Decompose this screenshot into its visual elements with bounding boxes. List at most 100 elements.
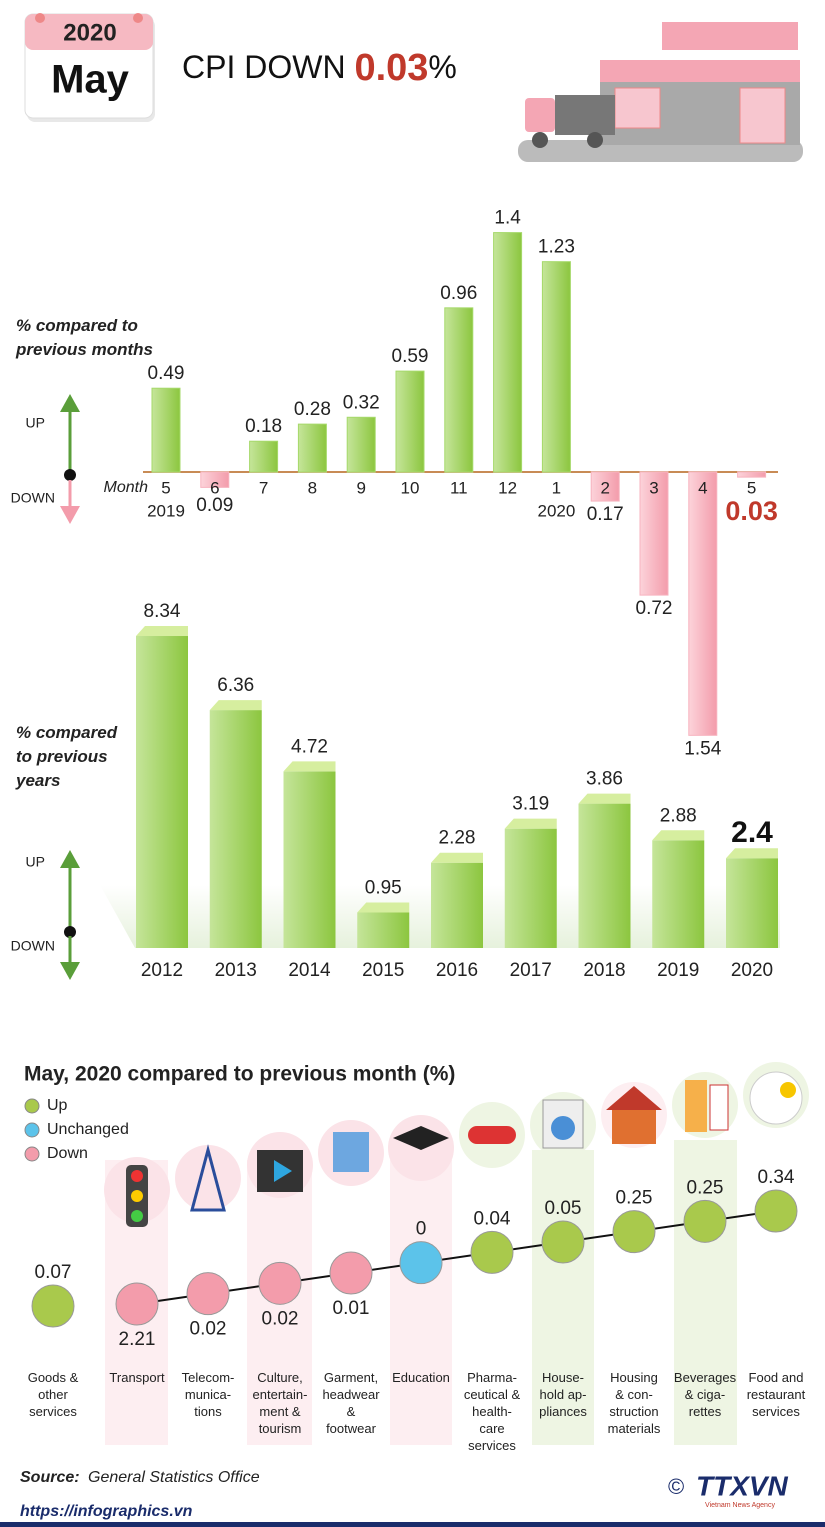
bar	[136, 636, 188, 948]
value-label: 1.54	[684, 738, 721, 759]
bar-top	[726, 848, 778, 859]
trend-line	[136, 1210, 777, 1305]
headline: CPI DOWN 0.03%	[182, 47, 457, 89]
down-label: DOWN	[11, 490, 55, 506]
category-label: Telecom- munica- tions	[181, 1370, 235, 1419]
bar	[688, 471, 718, 736]
value-label: 0.04	[474, 1208, 511, 1229]
bar-top	[283, 761, 336, 772]
dot	[399, 1241, 443, 1285]
bar	[504, 828, 557, 948]
x-tick-label: 2014	[288, 960, 331, 981]
value-label: 0.96	[440, 283, 477, 304]
value-label: 0.59	[392, 346, 429, 367]
column-highlight	[674, 1140, 737, 1445]
url: https://infographics.vn	[20, 1503, 193, 1520]
agency: Vietnam News Agency	[705, 1502, 775, 1509]
value-label: 2.4	[731, 816, 773, 849]
x-tick-label: 2012	[141, 960, 183, 981]
bar	[283, 771, 336, 948]
category-label: Transport	[109, 1370, 165, 1385]
dot	[683, 1199, 727, 1243]
bar	[578, 803, 631, 948]
value-label: 0.05	[545, 1198, 582, 1219]
legend-label: Unchanged	[47, 1121, 129, 1138]
dot	[115, 1282, 159, 1326]
source-label: Source:	[20, 1469, 80, 1486]
bar	[493, 232, 523, 473]
ring	[133, 13, 143, 23]
category-label: Garment, headwear & footwear	[322, 1370, 380, 1436]
dot	[754, 1189, 798, 1233]
bar	[209, 710, 262, 948]
value-label: 0.07	[35, 1262, 72, 1283]
value-label: 2.21	[119, 1329, 156, 1350]
bar	[200, 471, 230, 488]
bar-top	[578, 793, 631, 804]
source: General Statistics Office	[88, 1469, 260, 1486]
value-label: 0.49	[148, 363, 185, 384]
value-label: 0.09	[196, 495, 233, 516]
legend-swatch	[24, 1098, 40, 1114]
category-label: House- hold ap- pliances	[539, 1370, 587, 1419]
category-label: Pharma- ceutical & health- care services	[463, 1370, 521, 1453]
headline-value: 0.03	[354, 47, 428, 89]
value-label: 1.23	[538, 237, 575, 258]
down-label: DOWN	[11, 938, 55, 954]
value-label: 2.28	[439, 828, 476, 849]
value-label: 0.95	[365, 877, 402, 898]
calendar-top	[25, 14, 153, 50]
bar	[726, 858, 778, 948]
dot	[258, 1261, 302, 1305]
chart-label: % compared to previous months	[16, 316, 153, 359]
category-label: Culture, entertain- ment & tourism	[252, 1370, 308, 1436]
bar	[249, 440, 279, 473]
dot	[541, 1220, 585, 1264]
category-label: Housing & con- struction materials	[607, 1370, 661, 1436]
bar-top	[652, 830, 705, 841]
bar	[297, 423, 327, 473]
value-label: 0.03	[725, 496, 778, 526]
column-highlight	[390, 1160, 452, 1445]
bar	[652, 840, 705, 948]
value-label: 0	[416, 1219, 427, 1240]
up-label: UP	[26, 854, 45, 870]
x-tick-label: 2017	[510, 960, 552, 981]
x-tick-label: 5	[747, 478, 756, 497]
x-tick-label: 3	[649, 478, 658, 497]
value-label: 0.72	[636, 598, 673, 619]
x-tick-label: 4	[698, 478, 707, 497]
category-label: Beverages & ciga- rettes	[673, 1370, 737, 1419]
x-tick-label: 2019	[657, 960, 699, 981]
legend-label: Down	[47, 1145, 88, 1162]
value-label: 8.34	[144, 601, 181, 622]
x-tick-label: 2	[600, 478, 609, 497]
x-tick-label: 2013	[215, 960, 257, 981]
calendar-month: May	[51, 58, 130, 102]
x-tick-label: 1	[552, 478, 561, 497]
bar	[346, 416, 376, 473]
bar-top	[504, 818, 557, 829]
value-label: 0.32	[343, 392, 380, 413]
copyright: ©	[668, 1474, 684, 1499]
dot	[612, 1210, 656, 1254]
up-label: UP	[26, 415, 45, 431]
legend-swatch	[24, 1122, 40, 1138]
x-tick-label: 2018	[583, 960, 625, 981]
bar-top	[209, 700, 262, 711]
x-tick-label: 9	[356, 478, 365, 497]
x-tick-label: 6	[210, 478, 219, 497]
chart-label: % compared to previous years	[16, 723, 118, 790]
x-tick-label: 2015	[362, 960, 404, 981]
x-tick-label: 5	[161, 478, 170, 497]
value-label: 0.34	[758, 1167, 795, 1188]
x-tick-label: 7	[259, 478, 268, 497]
value-label: 0.28	[294, 399, 331, 420]
bar-top	[357, 902, 410, 913]
x-tick-year: 2019	[147, 501, 185, 520]
legend-swatch	[24, 1146, 40, 1162]
shop-illustration	[518, 22, 803, 162]
ring	[35, 13, 45, 23]
value-label: 0.25	[616, 1188, 653, 1209]
